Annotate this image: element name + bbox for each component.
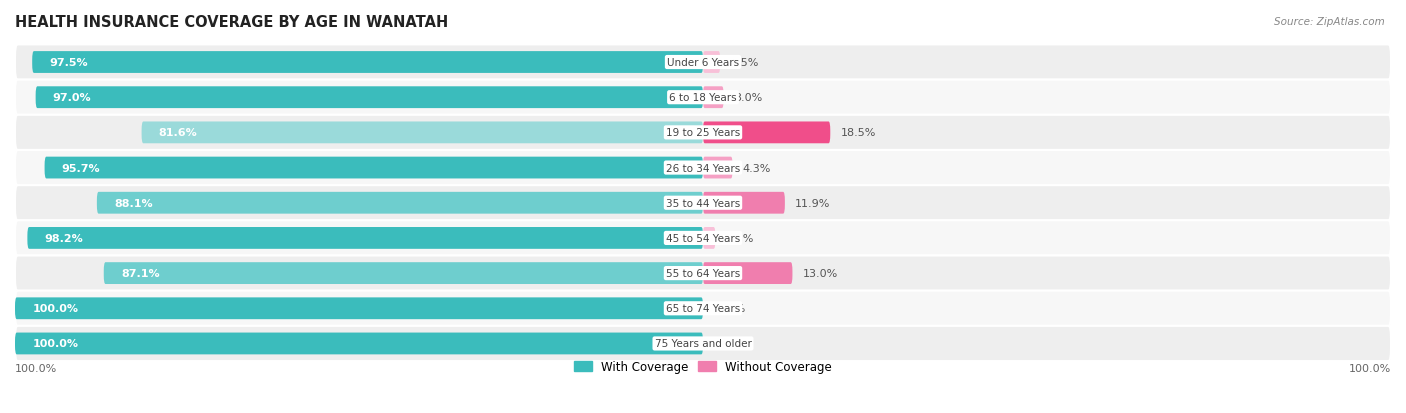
FancyBboxPatch shape [15, 186, 1391, 221]
Text: 97.5%: 97.5% [49, 58, 89, 68]
Text: 4.3%: 4.3% [742, 163, 772, 173]
Text: Source: ZipAtlas.com: Source: ZipAtlas.com [1274, 17, 1385, 26]
FancyBboxPatch shape [15, 221, 1391, 256]
Text: 19 to 25 Years: 19 to 25 Years [666, 128, 740, 138]
FancyBboxPatch shape [703, 228, 716, 249]
FancyBboxPatch shape [703, 87, 724, 109]
FancyBboxPatch shape [142, 122, 703, 144]
Text: 6 to 18 Years: 6 to 18 Years [669, 93, 737, 103]
Text: 1.8%: 1.8% [725, 233, 754, 243]
FancyBboxPatch shape [97, 192, 703, 214]
Text: HEALTH INSURANCE COVERAGE BY AGE IN WANATAH: HEALTH INSURANCE COVERAGE BY AGE IN WANA… [15, 15, 449, 30]
FancyBboxPatch shape [15, 333, 703, 354]
FancyBboxPatch shape [32, 52, 703, 74]
FancyBboxPatch shape [27, 228, 703, 249]
Text: 95.7%: 95.7% [62, 163, 100, 173]
FancyBboxPatch shape [15, 291, 1391, 326]
Text: 100.0%: 100.0% [1348, 363, 1391, 373]
Text: 11.9%: 11.9% [796, 198, 831, 208]
Text: 98.2%: 98.2% [45, 233, 83, 243]
Text: 97.0%: 97.0% [53, 93, 91, 103]
Text: 45 to 54 Years: 45 to 54 Years [666, 233, 740, 243]
FancyBboxPatch shape [15, 45, 1391, 81]
Text: 88.1%: 88.1% [114, 198, 153, 208]
Text: 75 Years and older: 75 Years and older [655, 339, 751, 349]
FancyBboxPatch shape [15, 81, 1391, 116]
Text: 81.6%: 81.6% [159, 128, 197, 138]
Text: 100.0%: 100.0% [32, 304, 79, 313]
FancyBboxPatch shape [15, 256, 1391, 291]
Text: 3.0%: 3.0% [734, 93, 762, 103]
FancyBboxPatch shape [15, 116, 1391, 151]
FancyBboxPatch shape [703, 52, 720, 74]
FancyBboxPatch shape [15, 151, 1391, 186]
Text: 87.1%: 87.1% [121, 268, 159, 278]
Text: 13.0%: 13.0% [803, 268, 838, 278]
FancyBboxPatch shape [35, 87, 703, 109]
Text: 100.0%: 100.0% [15, 363, 58, 373]
Text: 18.5%: 18.5% [841, 128, 876, 138]
FancyBboxPatch shape [104, 263, 703, 284]
FancyBboxPatch shape [15, 298, 703, 319]
FancyBboxPatch shape [703, 122, 831, 144]
Text: 0.0%: 0.0% [717, 339, 745, 349]
FancyBboxPatch shape [703, 263, 793, 284]
Text: 26 to 34 Years: 26 to 34 Years [666, 163, 740, 173]
Text: 55 to 64 Years: 55 to 64 Years [666, 268, 740, 278]
Text: Under 6 Years: Under 6 Years [666, 58, 740, 68]
Text: 2.5%: 2.5% [731, 58, 759, 68]
FancyBboxPatch shape [703, 157, 733, 179]
Text: 35 to 44 Years: 35 to 44 Years [666, 198, 740, 208]
FancyBboxPatch shape [45, 157, 703, 179]
Legend: With Coverage, Without Coverage: With Coverage, Without Coverage [574, 360, 832, 373]
Text: 65 to 74 Years: 65 to 74 Years [666, 304, 740, 313]
Text: 100.0%: 100.0% [32, 339, 79, 349]
FancyBboxPatch shape [703, 192, 785, 214]
Text: 0.0%: 0.0% [717, 304, 745, 313]
FancyBboxPatch shape [15, 326, 1391, 361]
